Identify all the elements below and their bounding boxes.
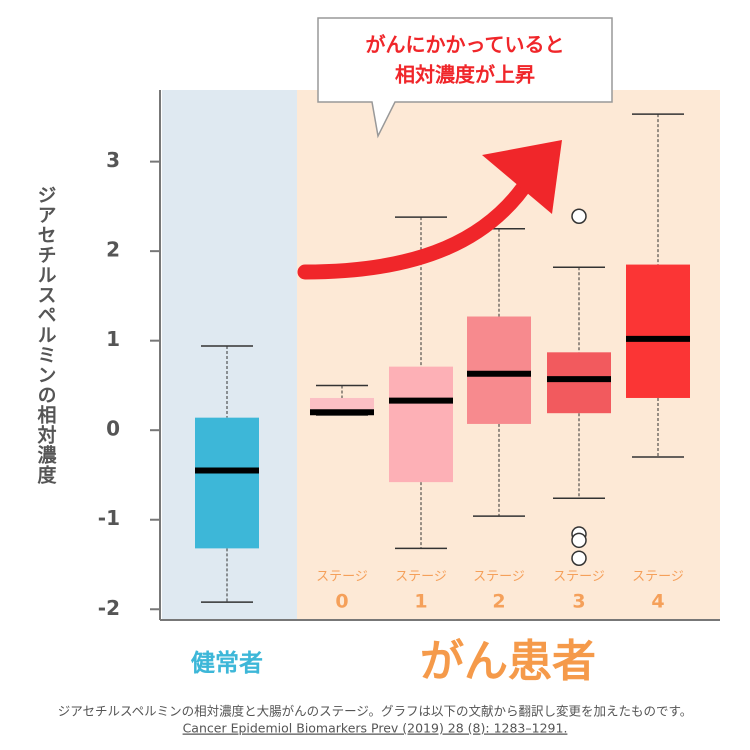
box	[547, 352, 611, 414]
y-tick-label: 0	[106, 417, 120, 441]
x-tick-label: 4	[651, 591, 664, 613]
x-tick-label: 3	[572, 591, 585, 613]
x-tick-label: ステージ	[316, 570, 368, 585]
x-tick-label: ステージ	[553, 570, 605, 585]
x-tick-label: ステージ	[473, 570, 525, 585]
citation-link[interactable]: Cancer Epidemiol Biomarkers Prev (2019) …	[183, 721, 568, 736]
box	[626, 264, 690, 398]
box	[389, 366, 453, 483]
group-label: 健常者	[190, 649, 263, 677]
y-tick-label: 3	[106, 148, 120, 172]
y-tick-label: -2	[98, 596, 120, 620]
box	[467, 316, 531, 424]
y-tick-label: 1	[106, 327, 120, 351]
callout	[317, 17, 613, 139]
group-label: がん患者	[420, 636, 596, 687]
citation[interactable]: Cancer Epidemiol Biomarkers Prev (2019) …	[183, 721, 568, 736]
annotation: 相対濃度が上昇	[395, 63, 535, 87]
y-axis-label: ジアセチルスペルミンの相対濃度	[35, 185, 58, 485]
x-tick-label: 1	[414, 591, 427, 613]
caption: ジアセチルスペルミンの相対濃度と大腸がんのステージ。グラフは以下の文献から翻訳し…	[58, 704, 693, 719]
outlier	[571, 550, 587, 566]
x-tick-label: 0	[335, 591, 348, 613]
outlier	[571, 532, 587, 549]
box	[195, 417, 259, 549]
x-tick-label: 2	[492, 591, 505, 613]
x-tick-label: ステージ	[632, 570, 684, 585]
arrow-head	[482, 140, 562, 214]
annotation: がんにかかっていると	[366, 33, 565, 57]
trend-arrow	[297, 170, 538, 280]
x-tick-label: ステージ	[395, 570, 447, 585]
outlier	[571, 208, 587, 224]
y-tick-label: -1	[98, 506, 120, 530]
y-tick-label: 2	[106, 238, 120, 262]
